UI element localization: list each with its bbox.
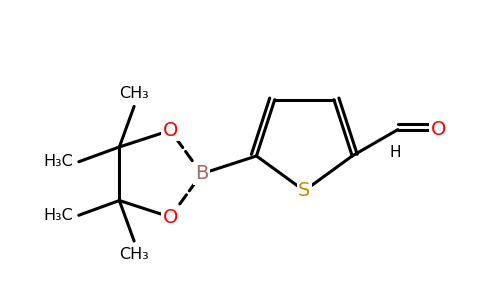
Text: CH₃: CH₃ <box>119 86 149 101</box>
Text: S: S <box>298 181 311 200</box>
Text: O: O <box>163 121 178 140</box>
Text: H: H <box>390 145 401 160</box>
Text: H₃C: H₃C <box>43 208 73 223</box>
Text: B: B <box>195 164 209 183</box>
Text: CH₃: CH₃ <box>119 247 149 262</box>
Text: H₃C: H₃C <box>43 154 73 169</box>
Text: O: O <box>431 120 446 139</box>
Text: O: O <box>163 208 178 226</box>
